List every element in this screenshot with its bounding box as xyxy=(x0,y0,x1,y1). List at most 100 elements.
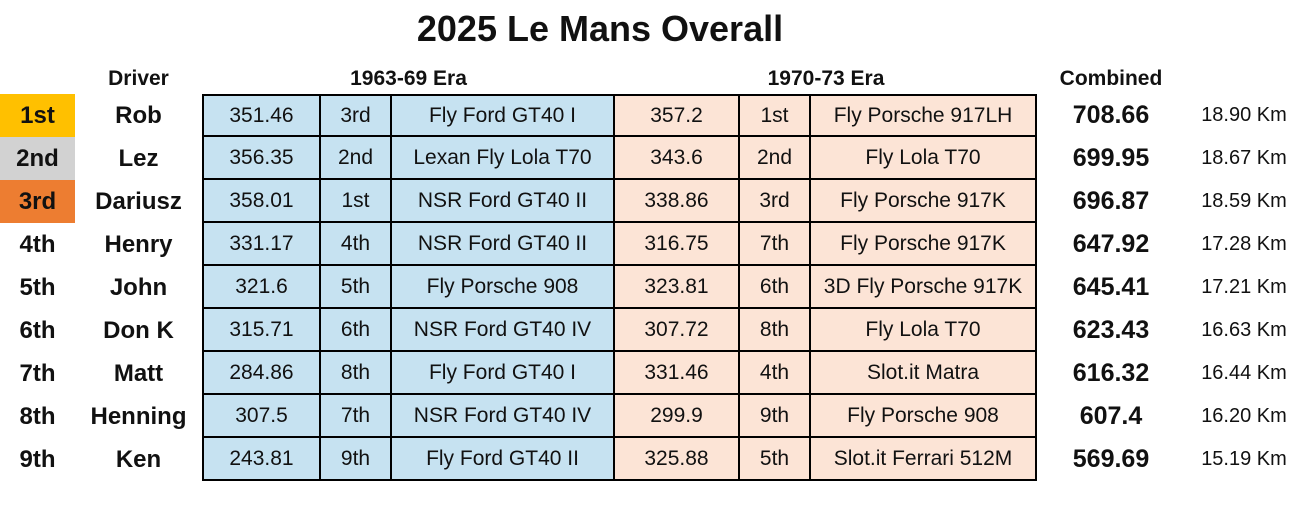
era2-car: Fly Porsche 908 xyxy=(811,395,1037,438)
rank-badge: 2nd xyxy=(0,137,75,180)
combined-score: 708.66 xyxy=(1072,101,1150,129)
era2-score: 299.9 xyxy=(615,395,740,438)
era2-score: 323.81 xyxy=(615,266,740,309)
era2-score: 316.75 xyxy=(615,223,740,266)
era2-car: Fly Porsche 917K xyxy=(811,180,1037,223)
era1-score: 331.17 xyxy=(202,223,321,266)
distance-km: 18.67 Km xyxy=(1201,147,1287,169)
era2-position: 5th xyxy=(740,438,811,481)
table-row: 9th Ken 243.81 9th Fly Ford GT40 II 325.… xyxy=(0,438,1303,481)
table-row: 5th John 321.6 5th Fly Porsche 908 323.8… xyxy=(0,266,1303,309)
era1-position: 5th xyxy=(321,266,392,309)
rank-badge: 7th xyxy=(19,359,56,387)
column-header-driver: Driver xyxy=(108,66,169,90)
rank-badge: 9th xyxy=(19,445,56,473)
driver-name: Ken xyxy=(115,445,162,473)
era1-position: 2nd xyxy=(321,137,392,180)
era2-position: 1st xyxy=(740,94,811,137)
table-row: 1st Rob 351.46 3rd Fly Ford GT40 I 357.2… xyxy=(0,94,1303,137)
table-row: 8th Henning 307.5 7th NSR Ford GT40 IV 2… xyxy=(0,395,1303,438)
results-table-body: 1st Rob 351.46 3rd Fly Ford GT40 I 357.2… xyxy=(0,94,1303,481)
distance-km: 18.90 Km xyxy=(1201,104,1287,126)
era2-car: Fly Porsche 917K xyxy=(811,223,1037,266)
era2-position: 9th xyxy=(740,395,811,438)
rank-badge: 3rd xyxy=(0,180,75,223)
era1-car: Fly Ford GT40 II xyxy=(392,438,615,481)
distance-km: 16.20 Km xyxy=(1201,405,1287,427)
era1-position: 1st xyxy=(321,180,392,223)
era1-car: NSR Ford GT40 IV xyxy=(392,309,615,352)
distance-km: 17.28 Km xyxy=(1201,233,1287,255)
era1-score: 321.6 xyxy=(202,266,321,309)
era2-car: Slot.it Matra xyxy=(811,352,1037,395)
driver-name: Matt xyxy=(113,359,164,387)
era1-position: 9th xyxy=(321,438,392,481)
era2-position: 3rd xyxy=(740,180,811,223)
era2-position: 2nd xyxy=(740,137,811,180)
era2-position: 8th xyxy=(740,309,811,352)
era1-score: 351.46 xyxy=(202,94,321,137)
era2-car: Fly Lola T70 xyxy=(811,309,1037,352)
era1-score: 356.35 xyxy=(202,137,321,180)
combined-score: 645.41 xyxy=(1072,273,1150,301)
era2-score: 331.46 xyxy=(615,352,740,395)
era1-position: 4th xyxy=(321,223,392,266)
driver-name: John xyxy=(109,273,168,301)
table-header: Driver 1963-69 Era 1970-73 Era Combined xyxy=(0,63,1303,94)
era1-car: Fly Ford GT40 I xyxy=(392,94,615,137)
era1-position: 6th xyxy=(321,309,392,352)
combined-score: 607.4 xyxy=(1079,402,1143,430)
rank-badge: 4th xyxy=(19,230,56,258)
era1-score: 284.86 xyxy=(202,352,321,395)
column-header-era2: 1970-73 Era xyxy=(767,66,885,90)
column-header-era1: 1963-69 Era xyxy=(350,66,467,90)
era1-score: 358.01 xyxy=(202,180,321,223)
era2-position: 7th xyxy=(740,223,811,266)
era2-score: 357.2 xyxy=(615,94,740,137)
rank-badge: 6th xyxy=(19,316,56,344)
era1-car: Lexan Fly Lola T70 xyxy=(392,137,615,180)
distance-km: 16.44 Km xyxy=(1201,362,1287,384)
combined-score: 699.95 xyxy=(1072,144,1150,172)
rank-badge: 8th xyxy=(19,402,56,430)
table-row: 4th Henry 331.17 4th NSR Ford GT40 II 31… xyxy=(0,223,1303,266)
driver-name: Don K xyxy=(103,316,174,344)
era2-score: 338.86 xyxy=(615,180,740,223)
table-row: 7th Matt 284.86 8th Fly Ford GT40 I 331.… xyxy=(0,352,1303,395)
combined-score: 623.43 xyxy=(1072,316,1150,344)
combined-score: 647.92 xyxy=(1072,230,1150,258)
era2-score: 343.6 xyxy=(615,137,740,180)
era2-position: 4th xyxy=(740,352,811,395)
results-sheet: 2025 Le Mans Overall Driver 1963-69 Era … xyxy=(0,8,1303,481)
era1-score: 243.81 xyxy=(202,438,321,481)
page-title: 2025 Le Mans Overall xyxy=(416,8,784,49)
era2-car: Fly Lola T70 xyxy=(811,137,1037,180)
column-header-combined: Combined xyxy=(1059,66,1163,90)
driver-name: Henning xyxy=(90,402,187,430)
distance-km: 18.59 Km xyxy=(1201,190,1287,212)
era1-score: 315.71 xyxy=(202,309,321,352)
era1-position: 8th xyxy=(321,352,392,395)
era1-car: Fly Ford GT40 I xyxy=(392,352,615,395)
era2-score: 325.88 xyxy=(615,438,740,481)
era1-position: 3rd xyxy=(321,94,392,137)
rank-badge: 1st xyxy=(0,94,75,137)
driver-name: Henry xyxy=(104,230,173,258)
era2-car: 3D Fly Porsche 917K xyxy=(811,266,1037,309)
distance-km: 16.63 Km xyxy=(1201,319,1287,341)
driver-name: Dariusz xyxy=(95,187,182,215)
era1-car: Fly Porsche 908 xyxy=(392,266,615,309)
combined-score: 616.32 xyxy=(1072,359,1150,387)
era1-car: NSR Ford GT40 II xyxy=(392,223,615,266)
table-row: 6th Don K 315.71 6th NSR Ford GT40 IV 30… xyxy=(0,309,1303,352)
table-row: 2nd Lez 356.35 2nd Lexan Fly Lola T70 34… xyxy=(0,137,1303,180)
era2-score: 307.72 xyxy=(615,309,740,352)
combined-score: 569.69 xyxy=(1072,445,1150,473)
era1-position: 7th xyxy=(321,395,392,438)
driver-name: Rob xyxy=(115,101,162,129)
driver-name: Lez xyxy=(118,144,159,172)
distance-km: 15.19 Km xyxy=(1201,448,1287,470)
table-row: 3rd Dariusz 358.01 1st NSR Ford GT40 II … xyxy=(0,180,1303,223)
rank-badge: 5th xyxy=(19,273,56,301)
era2-car: Slot.it Ferrari 512M xyxy=(811,438,1037,481)
